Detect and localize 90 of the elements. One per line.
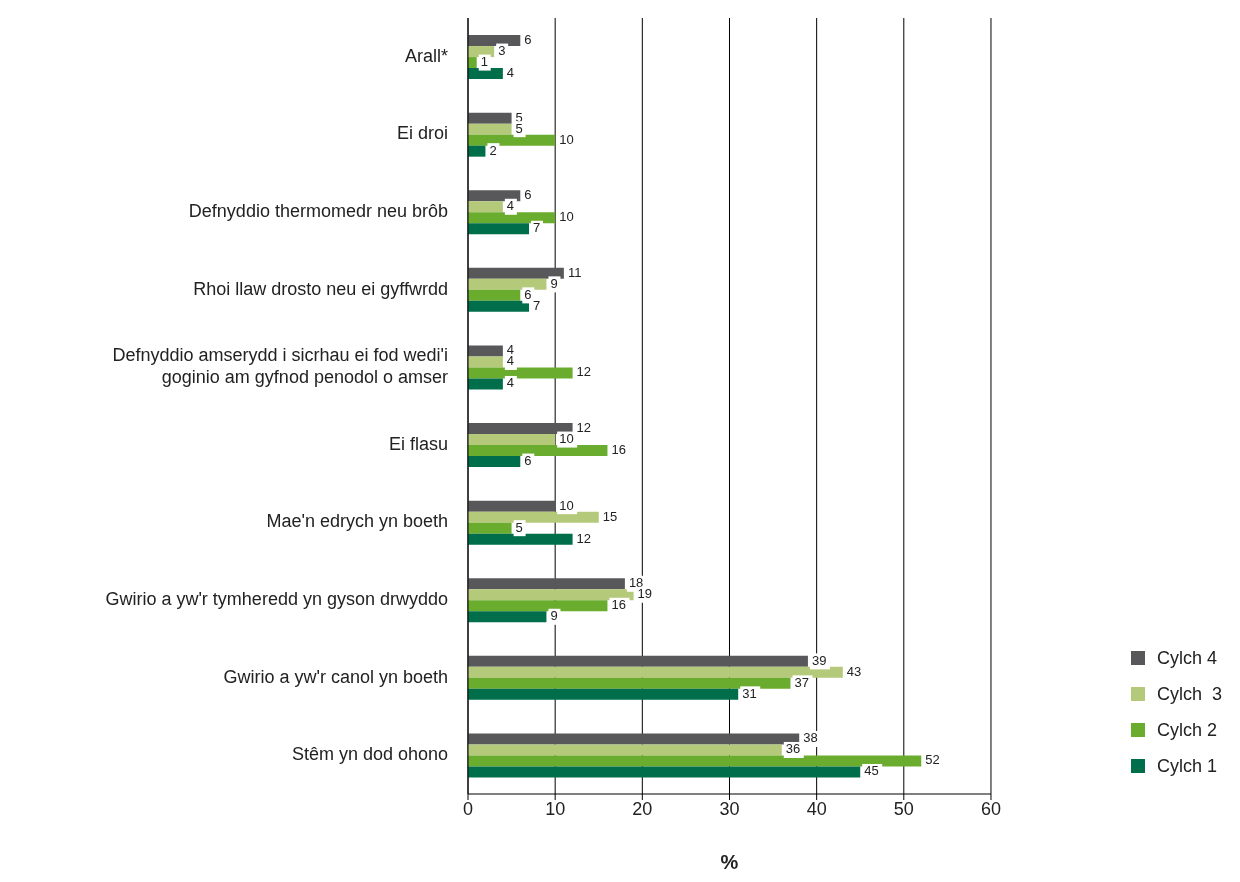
data-label: 11: [567, 264, 582, 280]
x-tick-label: 30: [719, 798, 740, 819]
x-tick-label: 50: [893, 798, 914, 819]
bar: [468, 688, 739, 700]
x-axis-title: %: [720, 851, 739, 873]
bar: [468, 666, 843, 678]
bar: [468, 744, 782, 756]
bar: [468, 655, 808, 667]
bar: [468, 367, 573, 379]
data-label: 6: [524, 286, 532, 302]
bar: [468, 356, 503, 368]
legend-label: Cylch 4: [1156, 647, 1217, 670]
bar: [468, 289, 521, 301]
y-tick-label: Gwirio a yw'r tymheredd yn gyson drwyddo: [105, 588, 448, 609]
data-label: 52: [925, 752, 940, 768]
bar: [468, 677, 791, 689]
y-tick-label: Ei flasu: [388, 433, 448, 454]
data-label: 3: [498, 43, 506, 59]
data-label: 10: [559, 209, 574, 225]
data-label: 4: [506, 353, 515, 369]
data-label: 15: [602, 508, 618, 524]
bar: [468, 611, 547, 623]
bar: [468, 533, 573, 545]
data-label: 9: [550, 608, 558, 624]
data-label: 12: [576, 420, 592, 436]
data-label: 2: [489, 142, 497, 158]
bar: [468, 766, 861, 778]
y-tick-label: Gwirio a yw'r canol yn boeth: [223, 666, 448, 687]
bar: [468, 57, 477, 69]
data-label: 6: [524, 32, 532, 48]
bar: [468, 35, 521, 47]
legend-label: Cylch 1: [1156, 755, 1217, 778]
data-label: 6: [524, 453, 532, 469]
data-label: 1: [480, 54, 488, 70]
data-label: 16: [611, 442, 626, 458]
data-label: 43: [846, 663, 862, 679]
data-label: 45: [864, 763, 879, 779]
data-label: 6: [524, 187, 532, 203]
legend-label: Cylch 2: [1156, 719, 1217, 742]
bar: [468, 112, 512, 124]
data-label: 7: [533, 297, 541, 313]
y-tick-label: Defnyddio amserydd i sicrhau ei fod wedi'i goginio am gyfnod penodol o amser: [112, 344, 448, 387]
data-label: 7: [533, 220, 541, 236]
data-label: 4: [506, 65, 515, 81]
data-label: 4: [506, 375, 515, 391]
data-label: 9: [550, 275, 558, 291]
data-label: 4: [506, 198, 515, 214]
data-label: 10: [559, 131, 574, 147]
bar: [468, 378, 503, 390]
data-label: 19: [637, 586, 653, 602]
bar: [468, 733, 800, 745]
bar: [468, 223, 530, 235]
legend-label: Cylch 3: [1156, 683, 1222, 706]
data-label: 12: [576, 530, 592, 546]
bar: [468, 423, 573, 435]
data-label: 5: [515, 120, 523, 136]
x-tick-label: 60: [980, 798, 1001, 819]
bar: [468, 123, 512, 135]
bar: [468, 345, 503, 357]
data-label: 38: [803, 730, 818, 746]
data-label: 5: [515, 519, 523, 535]
bar: [468, 190, 521, 202]
data-label: 39: [811, 652, 827, 668]
bar: [468, 500, 556, 512]
y-tick-label: Defnyddio thermomedr neu brôb: [188, 200, 448, 221]
x-tick-label: 20: [632, 798, 653, 819]
bar: [468, 145, 486, 157]
y-tick-label: Ei droi: [396, 123, 448, 144]
data-label: 36: [785, 741, 801, 757]
bar: [468, 456, 521, 468]
x-tick-label: 40: [806, 798, 827, 819]
bar: [468, 600, 608, 612]
data-label: 31: [742, 685, 757, 701]
data-label: 37: [794, 674, 809, 690]
data-label: 12: [576, 364, 592, 380]
bar: [468, 300, 530, 312]
bar: [468, 201, 503, 213]
y-tick-label: Stêm yn dod ohono: [291, 743, 448, 764]
data-label: 10: [559, 431, 574, 447]
bar: [468, 278, 547, 290]
data-label: 10: [559, 497, 574, 513]
y-tick-label: Mae'n edrych yn boeth: [266, 511, 448, 532]
bar: [468, 522, 512, 534]
x-tick-label: 10: [545, 798, 566, 819]
x-tick-label: 0: [462, 798, 474, 819]
bar: [468, 511, 599, 523]
y-tick-label: Rhoi llaw drosto neu ei gyffwrdd: [193, 278, 448, 299]
y-tick-label: Arall*: [404, 45, 448, 66]
bar: [468, 578, 625, 590]
data-label: 16: [611, 597, 626, 613]
